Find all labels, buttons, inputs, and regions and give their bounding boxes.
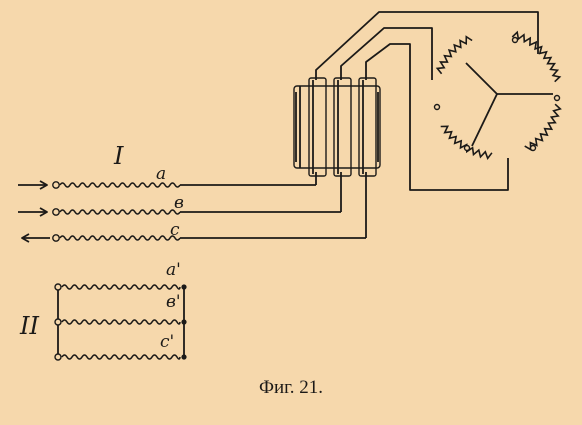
group-two-windings (54, 283, 187, 361)
figure-caption: Фиг. 21. (259, 377, 323, 398)
arrow-out-icon (21, 233, 30, 243)
group-one-label: I (113, 142, 124, 170)
arrow-in-icon (39, 180, 48, 190)
winding-b (18, 207, 341, 217)
winding-a-prime (61, 284, 181, 290)
group-two-label: II (19, 312, 39, 340)
winding-c-label: c (170, 220, 180, 240)
winding-b-label: в (174, 193, 184, 213)
rotor-leads (315, 11, 539, 191)
slip-ring-assembly (293, 77, 381, 177)
winding-a-label: a (156, 164, 166, 184)
winding-c-prime-label: c' (160, 332, 174, 352)
rotor-star-winding (433, 30, 562, 160)
winding-b-prime-label: в' (166, 292, 181, 312)
winding-a (18, 180, 316, 190)
winding-c-prime (61, 354, 181, 360)
arrow-in-icon (39, 207, 48, 217)
winding-a-prime-label: a' (166, 260, 181, 280)
winding-b-prime (61, 319, 181, 325)
winding-c (21, 233, 366, 243)
group-one-windings (18, 180, 366, 243)
